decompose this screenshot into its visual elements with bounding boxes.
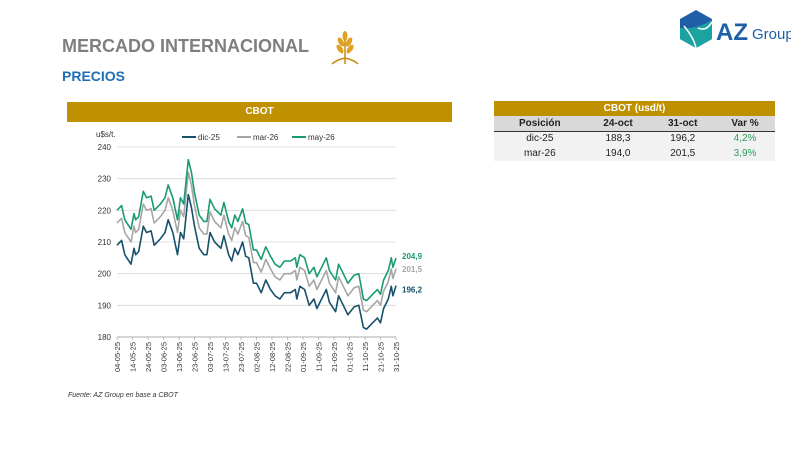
table-row: mar-26 194,0 201,5 3,9% bbox=[494, 146, 775, 161]
col-header: Posición bbox=[494, 116, 586, 132]
cell: mar-26 bbox=[494, 146, 586, 161]
cell: 188,3 bbox=[585, 131, 651, 146]
cell-var: 3,9% bbox=[715, 146, 775, 161]
chart-title-bar: CBOT bbox=[67, 102, 452, 122]
x-tick-label: 21-09-25 bbox=[330, 342, 339, 372]
wheat-icon bbox=[331, 31, 359, 65]
cell: dic-25 bbox=[494, 131, 586, 146]
series-line-mar-26 bbox=[116, 171, 397, 313]
x-tick-label: 23-06-25 bbox=[191, 342, 200, 372]
end-label-mar-26: 201,5 bbox=[402, 265, 423, 274]
x-tick-label: 22-08-25 bbox=[284, 342, 293, 372]
col-header: 24-oct bbox=[585, 116, 651, 132]
x-tick-label: 14-05-25 bbox=[129, 342, 138, 372]
legend-label-may-26: may-26 bbox=[308, 133, 335, 142]
table-title: CBOT (usd/t) bbox=[494, 101, 775, 116]
cell: 194,0 bbox=[585, 146, 651, 161]
logo-group-text: Group bbox=[752, 26, 791, 43]
x-tick-label: 02-08-25 bbox=[253, 342, 262, 372]
col-header: Var % bbox=[715, 116, 775, 132]
x-tick-label: 01-09-25 bbox=[299, 342, 308, 372]
x-tick-label: 11-09-25 bbox=[315, 342, 324, 371]
x-tick-label: 23-07-25 bbox=[237, 342, 246, 372]
y-tick-label: 240 bbox=[98, 143, 112, 152]
y-axis-label: u$s/t. bbox=[96, 130, 116, 139]
x-tick-label: 01-10-25 bbox=[346, 342, 355, 372]
page-title: MERCADO INTERNACIONAL bbox=[62, 36, 309, 56]
cell: 196,2 bbox=[650, 131, 716, 146]
az-group-logo: AZ Group bbox=[676, 8, 794, 55]
cbot-line-chart: u$s/t. dic-25 mar-26 may-26 180 190 200 210 22… bbox=[96, 130, 423, 372]
x-tick-label: 03-06-25 bbox=[160, 342, 169, 372]
cbot-price-table: CBOT (usd/t) Posición 24-oct 31-oct Var … bbox=[494, 101, 775, 161]
legend-label-mar-26: mar-26 bbox=[253, 133, 279, 142]
y-tick-label: 200 bbox=[98, 270, 112, 279]
legend-label-dic-25: dic-25 bbox=[198, 133, 220, 142]
col-header: 31-oct bbox=[650, 116, 716, 132]
table-row: dic-25 188,3 196,2 4,2% bbox=[494, 131, 775, 146]
x-tick-label: 03-07-25 bbox=[206, 342, 215, 372]
x-tick-label: 12-08-25 bbox=[268, 342, 277, 372]
cell: 201,5 bbox=[650, 146, 716, 161]
legend: dic-25 mar-26 may-26 bbox=[182, 133, 335, 142]
x-tick-label: 13-07-25 bbox=[222, 342, 231, 372]
end-label-dic-25: 196,2 bbox=[402, 286, 423, 295]
cell-var: 4,2% bbox=[715, 131, 775, 146]
x-tick-label: 11-10-25 bbox=[361, 342, 370, 371]
y-tick-label: 180 bbox=[98, 333, 112, 342]
logo-az-text: AZ bbox=[716, 19, 748, 46]
source-note: Fuente: AZ Group en base a CBOT bbox=[68, 392, 178, 399]
y-tick-label: 190 bbox=[98, 301, 112, 310]
x-tick-label: 13-06-25 bbox=[175, 342, 184, 372]
end-label-may-26: 204,9 bbox=[402, 252, 423, 261]
x-tick-label: 24-05-25 bbox=[144, 342, 153, 372]
y-tick-label: 210 bbox=[98, 238, 112, 247]
y-tick-label: 230 bbox=[98, 175, 112, 184]
series-line-may-26 bbox=[116, 158, 397, 302]
x-tick-label: 21-10-25 bbox=[377, 342, 386, 372]
series-line-dic-25 bbox=[116, 193, 397, 330]
y-tick-label: 220 bbox=[98, 206, 112, 215]
x-tick-label: 31-10-25 bbox=[392, 342, 401, 372]
x-tick-label: 04-05-25 bbox=[113, 342, 122, 372]
section-subtitle: PRECIOS bbox=[62, 68, 126, 84]
